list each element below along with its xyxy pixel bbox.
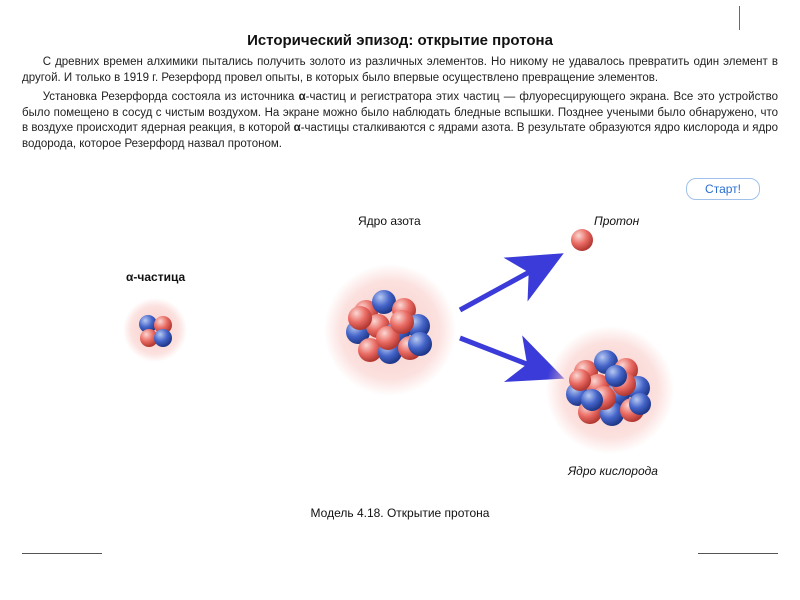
- alpha-symbol-2: α: [294, 122, 301, 134]
- p2-text-a: Установка Резерфорда состояла из источни…: [43, 91, 299, 103]
- paragraph-1: С древних времен алхимики пытались получ…: [22, 55, 778, 86]
- alpha-symbol-1: α: [299, 91, 306, 103]
- diagram-svg: [0, 210, 800, 510]
- footer-rule-right: [698, 553, 778, 554]
- figure-caption: Модель 4.18. Открытие протона: [0, 506, 800, 520]
- footer-rule-left: [22, 553, 102, 554]
- reaction-diagram: α-частица Ядро азота Протон Ядро кислоро…: [0, 210, 800, 540]
- page-title: Исторический эпизод: открытие протона: [22, 32, 778, 49]
- paragraph-2: Установка Резерфорда состояла из источни…: [22, 90, 778, 152]
- header-divider: [739, 6, 740, 30]
- start-button[interactable]: Старт!: [686, 178, 760, 200]
